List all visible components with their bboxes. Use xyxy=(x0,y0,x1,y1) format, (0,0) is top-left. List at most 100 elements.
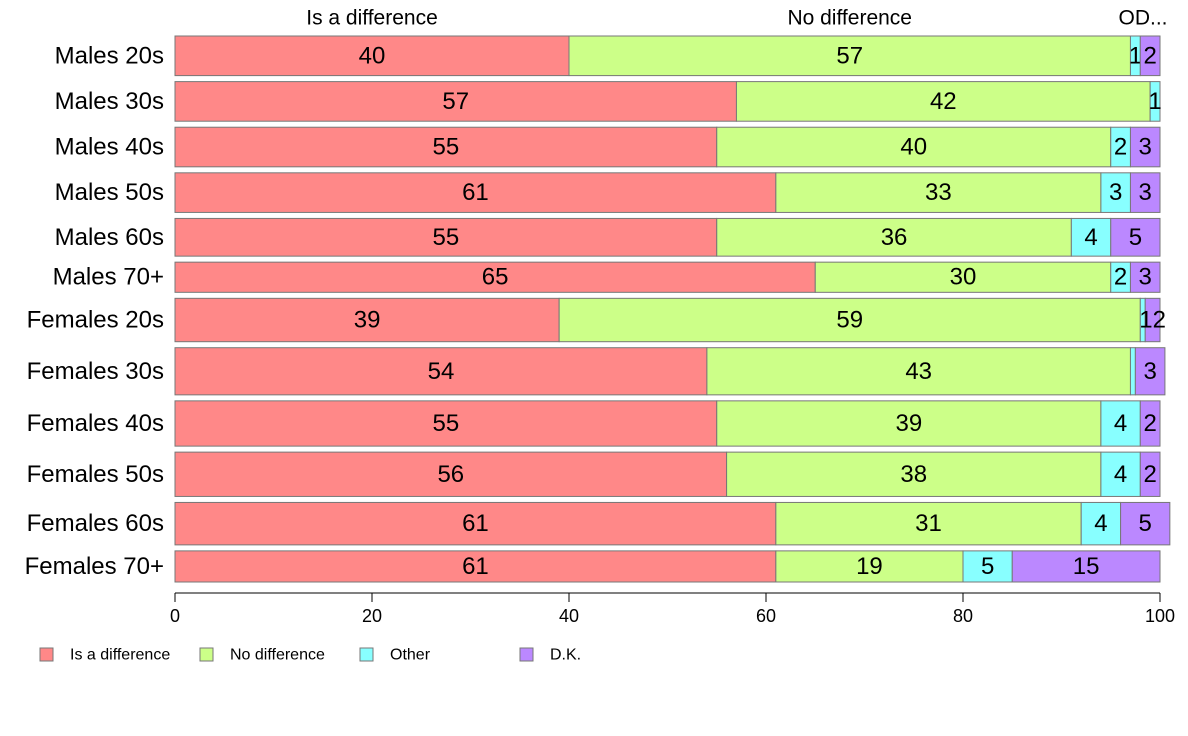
value-label: 61 xyxy=(462,179,489,206)
legend-label: D.K. xyxy=(550,647,581,664)
value-label: 2 xyxy=(1143,410,1156,437)
category-label: Males 60s xyxy=(55,224,164,251)
bar-segment-d-k xyxy=(1110,217,1161,257)
legend-item-no-difference: No difference xyxy=(199,647,325,664)
value-label: 2 xyxy=(1114,134,1127,161)
bar-segment-d-k xyxy=(1011,550,1161,583)
value-label: 4 xyxy=(1094,510,1107,537)
category-label: Females 70+ xyxy=(25,553,164,580)
column-header-1: Is a difference xyxy=(306,7,438,30)
bar-row-females-20s: Females 20s 39 59 12 xyxy=(27,297,1166,343)
legend-swatch xyxy=(199,647,214,662)
x-tick-label: 0 xyxy=(170,606,180,626)
bar-segment-d-k xyxy=(1134,347,1166,396)
value-label: 61 xyxy=(462,510,489,537)
legend: Is a difference No difference Other D.K. xyxy=(39,647,581,664)
legend-label: No difference xyxy=(230,647,325,664)
bar-row-males-40s: Males 40s 55 40 2 3 xyxy=(55,126,1161,168)
value-label: 4 xyxy=(1114,410,1127,437)
category-label: Males 40s xyxy=(55,134,164,161)
value-label: 30 xyxy=(950,264,977,291)
bar-segment-d-k xyxy=(1139,451,1161,497)
column-headers: Is a difference No difference OD... xyxy=(306,7,1167,30)
bar-row-males-30s: Males 30s 57 42 1 xyxy=(55,81,1162,122)
bar-segment-no-difference xyxy=(814,261,1112,293)
bar-segment-d-k xyxy=(1129,172,1161,213)
value-label: 56 xyxy=(437,461,464,488)
legend-swatch xyxy=(39,647,54,662)
value-label: 55 xyxy=(433,134,460,161)
bar-segment-no-difference xyxy=(775,172,1102,213)
bar-row-males-50s: Males 50s 61 33 3 3 xyxy=(55,172,1161,213)
bar-row-females-40s: Females 40s 55 39 4 2 xyxy=(27,400,1161,447)
category-label: Males 30s xyxy=(55,88,164,115)
bar-segment-is-a-difference xyxy=(174,550,777,583)
x-tick-label: 100 xyxy=(1145,606,1175,626)
legend-item-other: Other xyxy=(359,647,431,664)
value-label: 2 xyxy=(1143,42,1156,69)
value-label: 2 xyxy=(1143,461,1156,488)
value-label: 3 xyxy=(1139,179,1152,206)
bar-row-females-60s: Females 60s 61 31 4 5 xyxy=(27,501,1171,546)
bar-segment-is-a-difference xyxy=(174,261,816,293)
x-tick-label: 40 xyxy=(559,606,579,626)
bar-segment-d-k xyxy=(1120,501,1171,546)
bar-segment-is-a-difference xyxy=(174,35,570,77)
bar-row-males-60s: Males 60s 55 36 4 5 xyxy=(55,217,1161,257)
x-tick-label: 60 xyxy=(756,606,776,626)
value-label: 57 xyxy=(442,88,469,115)
value-label: 54 xyxy=(428,358,455,385)
category-label: Females 40s xyxy=(27,410,164,437)
bar-segment-is-a-difference xyxy=(174,217,718,257)
value-label: 40 xyxy=(900,134,927,161)
value-label: 5 xyxy=(1129,224,1142,251)
bar-segment-d-k xyxy=(1129,261,1161,293)
bar-segment-no-difference xyxy=(558,297,1141,343)
value-label: 42 xyxy=(930,88,957,115)
value-label: 3 xyxy=(1139,264,1152,291)
value-label: 3 xyxy=(1109,179,1122,206)
value-label: 4 xyxy=(1084,224,1097,251)
category-label: Females 20s xyxy=(27,307,164,334)
legend-item-d-k: D.K. xyxy=(519,647,581,664)
legend-label: Other xyxy=(390,647,431,664)
category-label: Females 60s xyxy=(27,510,164,537)
value-label: 3 xyxy=(1139,134,1152,161)
bar-segment-is-a-difference xyxy=(174,400,718,447)
bar-segment-other xyxy=(1070,217,1112,257)
value-label: 1 xyxy=(1148,88,1161,115)
value-label: 61 xyxy=(462,553,489,580)
value-label: 2 xyxy=(1114,264,1127,291)
bar-segment-is-a-difference xyxy=(174,501,777,546)
value-label: 39 xyxy=(354,307,381,334)
bar-segment-no-difference xyxy=(775,501,1082,546)
bar-segment-no-difference xyxy=(716,217,1072,257)
value-label: 36 xyxy=(881,224,908,251)
bar-row-females-30s: Females 30s 54 43 3 xyxy=(27,347,1166,396)
value-label: 40 xyxy=(359,42,386,69)
value-label: 4 xyxy=(1114,461,1127,488)
category-label: Males 70+ xyxy=(53,264,164,291)
bar-segment-d-k xyxy=(1144,297,1161,343)
value-label: 43 xyxy=(905,358,932,385)
bar-row-males-70: Males 70+ 65 30 2 3 xyxy=(53,261,1161,293)
bar-row-females-70: Females 70+ 61 19 5 15 xyxy=(25,550,1161,583)
category-label: Females 50s xyxy=(27,461,164,488)
bar-row-females-50s: Females 50s 56 38 4 2 xyxy=(27,451,1161,497)
value-label: 19 xyxy=(856,553,883,580)
value-label: 57 xyxy=(836,42,863,69)
legend-swatch xyxy=(359,647,374,662)
legend-item-is-a-difference: Is a difference xyxy=(39,647,170,664)
value-label: 5 xyxy=(1139,510,1152,537)
bar-segment-no-difference xyxy=(716,126,1112,168)
value-label: 33 xyxy=(925,179,952,206)
category-label: Females 30s xyxy=(27,358,164,385)
bar-segment-is-a-difference xyxy=(174,81,737,122)
column-header-2: No difference xyxy=(787,7,912,30)
column-header-3: OD... xyxy=(1118,7,1167,30)
bar-segment-other xyxy=(1100,451,1141,497)
value-label: 55 xyxy=(433,224,460,251)
bar-segment-no-difference xyxy=(706,347,1131,396)
